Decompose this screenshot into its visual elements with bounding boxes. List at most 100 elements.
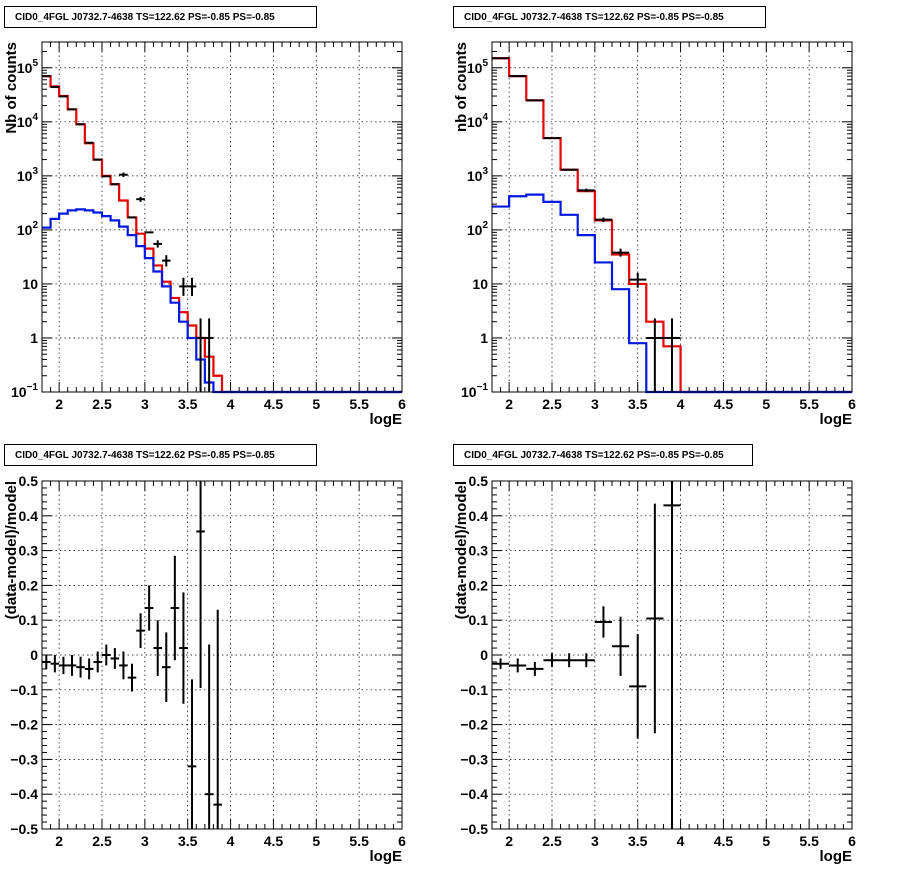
y-tick-label: 105 <box>467 58 489 76</box>
y-tick-label: 0 <box>480 647 488 663</box>
y-tick-label: 0.3 <box>469 543 489 559</box>
plot-frame <box>41 41 403 393</box>
y-tick-label: 0.5 <box>19 473 39 489</box>
y-tick-label: 0 <box>30 647 38 663</box>
x-tick-label: 2 <box>505 833 513 849</box>
plot-frame <box>491 480 853 830</box>
y-tick-label-exponent: 3 <box>482 166 488 177</box>
y-tick-label-base: 10 <box>467 168 483 184</box>
data-points <box>492 57 681 392</box>
series-line-1 <box>42 208 402 394</box>
x-tick-label: 3 <box>591 833 599 849</box>
y-axis-label: Nb of counts <box>3 42 20 134</box>
x-tick-label: 4.5 <box>714 396 734 412</box>
x-tick-label: 4.5 <box>264 833 284 849</box>
x-tick-label: 3.5 <box>628 833 648 849</box>
y-tick-label: 102 <box>467 220 489 238</box>
y-tick-label: −0.2 <box>460 717 488 733</box>
y-tick-label: 1 <box>480 330 488 346</box>
y-tick-label: 0.2 <box>469 577 489 593</box>
y-tick-label: 10−1 <box>11 382 38 400</box>
y-tick-label: 0.1 <box>469 612 489 628</box>
y-tick-label-base: 10 <box>467 60 483 76</box>
y-tick-label: −0.4 <box>10 786 38 802</box>
x-tick-label: 5 <box>312 396 320 412</box>
y-tick-label: 105 <box>17 58 39 76</box>
y-tick-label: 103 <box>17 166 39 184</box>
y-tick-label-exponent: 5 <box>482 58 488 69</box>
y-tick-label: 1 <box>30 330 38 346</box>
y-tick-label: −0.5 <box>460 821 488 837</box>
x-tick-label: 4 <box>227 833 235 849</box>
x-axis-label: logE <box>370 848 403 865</box>
grid <box>42 42 402 392</box>
plot-frame <box>491 41 853 393</box>
x-tick-label: 5 <box>762 833 770 849</box>
panel-title-bottom-right: CID0_4FGL J0732.7-4638 TS=122.62 PS=-0.8… <box>453 444 753 466</box>
x-axis-label: logE <box>370 411 403 428</box>
y-tick-label-base: 10 <box>17 168 33 184</box>
y-tick-label: 0.5 <box>469 473 489 489</box>
axis-ticks <box>491 480 853 830</box>
y-tick-label: 0.2 <box>19 577 39 593</box>
y-tick-label: −0.1 <box>460 682 488 698</box>
y-tick-label-exponent: −1 <box>27 382 39 393</box>
x-tick-label: 5 <box>312 833 320 849</box>
chart-panel-top-left: 2 2.5 3 3.5 4 4.5 5 5.5 610−1110102103104105logE… <box>3 41 406 428</box>
y-tick-label: 103 <box>467 166 489 184</box>
y-tick-label-base: 10 <box>17 222 33 238</box>
y-tick-label-exponent: 4 <box>32 112 38 123</box>
y-tick-label-base: 10 <box>11 384 27 400</box>
y-tick-label: −0.5 <box>10 821 38 837</box>
y-tick-label: 104 <box>467 112 489 130</box>
y-tick-label: −0.2 <box>10 717 38 733</box>
y-tick-label: −0.3 <box>460 751 488 767</box>
y-tick-label: 10−1 <box>461 382 488 400</box>
x-tick-label: 5 <box>762 396 770 412</box>
x-tick-label: 6 <box>848 833 856 849</box>
x-axis-label: logE <box>820 848 853 865</box>
axis-ticks <box>41 41 403 393</box>
x-tick-label: 6 <box>848 396 856 412</box>
y-tick-label-base: 10 <box>467 114 483 130</box>
y-tick-label-base: 10 <box>461 384 477 400</box>
y-axis-label: nb of counts <box>453 42 470 132</box>
chart-panel-top-right: 2 2.5 3 3.5 4 4.5 5 5.5 610−1110102103104105logE… <box>453 41 856 428</box>
y-tick-label-exponent: −1 <box>477 382 489 393</box>
x-tick-label: 2.5 <box>92 833 112 849</box>
x-tick-label: 4 <box>227 396 235 412</box>
x-tick-label: 4.5 <box>264 396 284 412</box>
x-axis-label: logE <box>820 411 853 428</box>
panel-title-top-left: CID0_4FGL J0732.7-4638 TS=122.62 PS=-0.8… <box>4 6 317 28</box>
y-tick-label: 0.3 <box>19 543 39 559</box>
y-axis-label: (data-model)/model <box>453 481 470 619</box>
x-tick-label: 5.5 <box>349 396 369 412</box>
x-tick-label: 2.5 <box>542 833 562 849</box>
residual-points <box>492 481 681 829</box>
x-tick-label: 3.5 <box>628 396 648 412</box>
residual-points <box>42 481 222 829</box>
y-tick-label-exponent: 4 <box>482 112 488 123</box>
x-tick-label: 3 <box>141 396 149 412</box>
x-tick-label: 4.5 <box>714 833 734 849</box>
y-tick-label-base: 10 <box>17 114 33 130</box>
y-tick-label-exponent: 5 <box>32 58 38 69</box>
x-tick-label: 3.5 <box>178 396 198 412</box>
y-tick-label: 102 <box>17 220 39 238</box>
x-tick-label: 5.5 <box>799 833 819 849</box>
x-tick-label: 3 <box>591 396 599 412</box>
y-tick-label: −0.1 <box>10 682 38 698</box>
y-tick-label-base: 10 <box>17 60 33 76</box>
chart-panel-bottom-right: 2 2.5 3 3.5 4 4.5 5 5.5 6 −0.5 −0.4 −0.3 −0.2 −0.1 0 0.… <box>453 473 856 865</box>
x-tick-label: 6 <box>398 396 406 412</box>
plot-frame <box>41 480 403 830</box>
series-line-0 <box>42 75 402 394</box>
x-tick-label: 2 <box>55 833 63 849</box>
panel-title-bottom-left: CID0_4FGL J0732.7-4638 TS=122.62 PS=-0.8… <box>4 444 317 466</box>
y-tick-label: −0.4 <box>460 786 488 802</box>
y-tick-label: −0.3 <box>10 751 38 767</box>
x-tick-label: 5.5 <box>799 396 819 412</box>
x-tick-label: 2 <box>55 396 63 412</box>
